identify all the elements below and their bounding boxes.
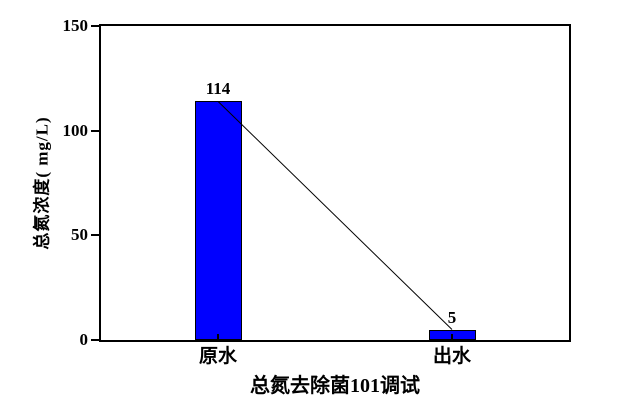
y-tick-label: 0 xyxy=(79,330,89,349)
y-tick-label: 150 xyxy=(62,16,89,35)
x-category-label: 原水 xyxy=(198,346,237,367)
y-tick-mark xyxy=(91,129,99,132)
connector-line xyxy=(217,101,453,330)
y-tick-mark xyxy=(91,234,99,237)
y-tick-mark xyxy=(91,25,99,27)
bar xyxy=(194,101,242,340)
y-tick-label: 100 xyxy=(62,120,89,140)
category-tick-mark xyxy=(451,334,453,340)
bar-value-label: 5 xyxy=(447,307,457,327)
y-tick-label: 50 xyxy=(71,225,88,245)
x-category-label: 出水 xyxy=(432,346,471,367)
bar-value-label: 114 xyxy=(205,79,231,99)
plot-area xyxy=(99,24,571,342)
x-axis-title: 总氮去除菌101调试 xyxy=(250,375,420,397)
category-tick-mark xyxy=(217,334,219,340)
y-tick-mark xyxy=(91,339,99,341)
